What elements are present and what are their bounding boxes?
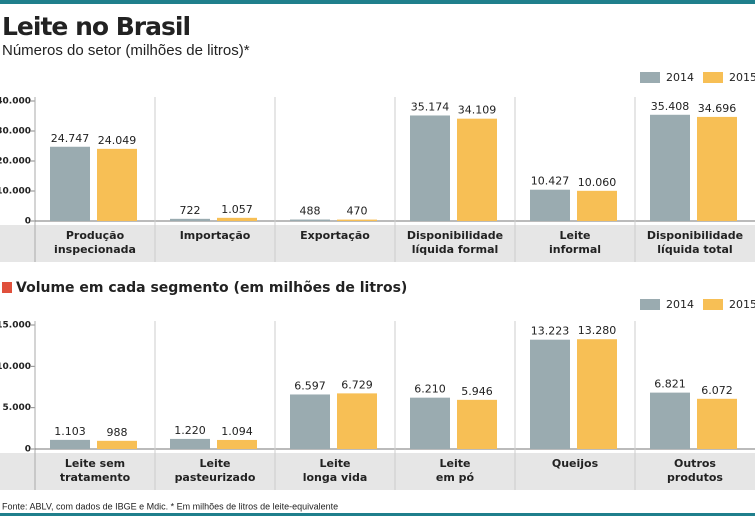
legend-label: 2015 — [729, 298, 755, 311]
section-marker — [2, 282, 12, 293]
category-label: Leite sem — [65, 457, 125, 470]
category-label: Outros — [674, 457, 716, 470]
value-label: 13.223 — [531, 325, 570, 338]
bar — [97, 148, 137, 221]
category-label: Disponibilidade — [407, 229, 503, 242]
bar — [697, 116, 737, 221]
value-label: 35.408 — [651, 100, 690, 113]
bar — [650, 392, 690, 449]
legend-label: 2014 — [666, 298, 694, 311]
category-label: Queijos — [552, 457, 599, 470]
y-tick-label: 5.000 — [3, 403, 31, 413]
bar — [337, 393, 377, 449]
footer: Fonte: ABLV, com dados de IBGE e Mdic. *… — [2, 501, 338, 511]
value-label: 24.747 — [51, 132, 90, 145]
legend-swatch — [703, 72, 723, 83]
value-label: 722 — [180, 204, 201, 217]
category-label: Exportação — [300, 229, 370, 242]
value-label: 34.109 — [458, 104, 497, 117]
category-label: em pó — [436, 471, 475, 484]
bar — [50, 146, 90, 221]
bar — [457, 118, 497, 221]
category-label: Leite — [320, 457, 351, 470]
legend-swatch — [703, 299, 723, 310]
bar — [697, 398, 737, 449]
category-label: tratamento — [60, 471, 131, 484]
bar — [290, 219, 330, 221]
category-label: líquida total — [657, 243, 732, 256]
y-tick-label: 10.000 — [0, 187, 31, 197]
bar — [577, 190, 617, 221]
category-label: inspecionada — [54, 243, 136, 256]
legend-label: 2014 — [666, 71, 694, 84]
bar — [410, 397, 450, 449]
y-tick-label: 0 — [25, 445, 31, 455]
value-label: 470 — [347, 205, 368, 218]
value-label: 988 — [107, 426, 128, 439]
category-label: líquida formal — [412, 243, 499, 256]
value-label: 488 — [300, 205, 321, 218]
category-label: Importação — [180, 229, 251, 242]
y-tick-label: 0 — [25, 217, 31, 227]
value-label: 5.946 — [461, 385, 493, 398]
bar — [290, 394, 330, 449]
legend-swatch — [640, 299, 660, 310]
category-label: produtos — [667, 471, 723, 484]
category-label: Leite — [560, 229, 591, 242]
top-bar — [0, 0, 755, 4]
category-label: Produção — [66, 229, 125, 242]
value-label: 6.597 — [294, 379, 326, 392]
bar — [50, 439, 90, 449]
bar — [170, 218, 210, 221]
bar — [650, 114, 690, 221]
category-label: Disponibilidade — [647, 229, 743, 242]
page-subtitle: Números do setor (milhões de litros)* — [2, 42, 250, 59]
value-label: 6.072 — [701, 384, 733, 397]
legend-label: 2015 — [729, 71, 755, 84]
legend-swatch — [640, 72, 660, 83]
bar — [337, 219, 377, 221]
y-tick-label: 20.000 — [0, 157, 31, 167]
y-tick-label: 15.000 — [0, 321, 31, 331]
page-title: Leite no Brasil — [2, 12, 190, 41]
value-label: 10.060 — [578, 176, 617, 189]
value-label: 1.220 — [174, 424, 206, 437]
category-band — [0, 225, 755, 262]
bar — [217, 439, 257, 449]
category-label: informal — [549, 243, 601, 256]
category-label: pasteurizado — [175, 471, 256, 484]
value-label: 1.094 — [221, 425, 253, 438]
category-label: longa vida — [303, 471, 368, 484]
category-label: Leite — [200, 457, 231, 470]
value-label: 6.729 — [341, 378, 373, 391]
bar — [217, 217, 257, 221]
bottom-bar — [0, 513, 755, 516]
value-label: 34.696 — [698, 102, 737, 115]
value-label: 13.280 — [578, 324, 617, 337]
value-label: 1.103 — [54, 425, 86, 438]
bar — [530, 339, 570, 449]
y-tick-label: 40.000 — [0, 97, 31, 107]
bar — [577, 339, 617, 449]
value-label: 35.174 — [411, 100, 450, 113]
value-label: 10.427 — [531, 175, 570, 188]
bar — [457, 399, 497, 449]
category-label: Leite — [440, 457, 471, 470]
bar — [170, 438, 210, 449]
bar — [97, 440, 137, 449]
y-tick-label: 30.000 — [0, 127, 31, 137]
value-label: 6.210 — [414, 383, 446, 396]
y-tick-label: 10.000 — [0, 362, 31, 372]
chart-title: Volume em cada segmento (em milhões de l… — [16, 280, 407, 296]
value-label: 6.821 — [654, 378, 686, 391]
bar — [410, 115, 450, 221]
category-band — [0, 453, 755, 490]
bar — [530, 189, 570, 221]
value-label: 1.057 — [221, 203, 253, 216]
value-label: 24.049 — [98, 134, 137, 147]
